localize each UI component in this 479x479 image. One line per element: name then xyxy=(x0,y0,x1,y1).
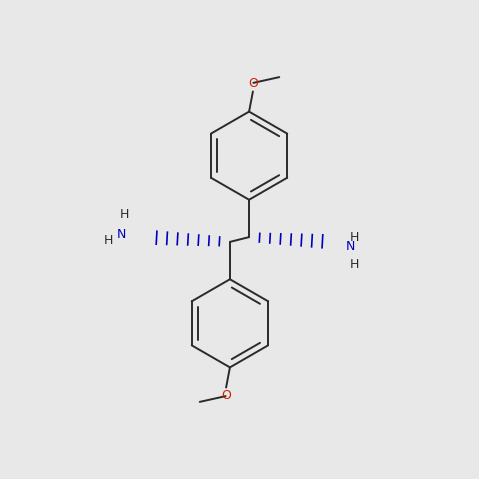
Text: H: H xyxy=(350,230,359,244)
Text: N: N xyxy=(116,228,126,241)
Text: O: O xyxy=(248,77,258,90)
Text: H: H xyxy=(350,258,359,272)
Text: H: H xyxy=(104,234,114,248)
Text: N: N xyxy=(345,240,355,253)
Text: H: H xyxy=(120,207,129,221)
Text: O: O xyxy=(221,389,231,402)
